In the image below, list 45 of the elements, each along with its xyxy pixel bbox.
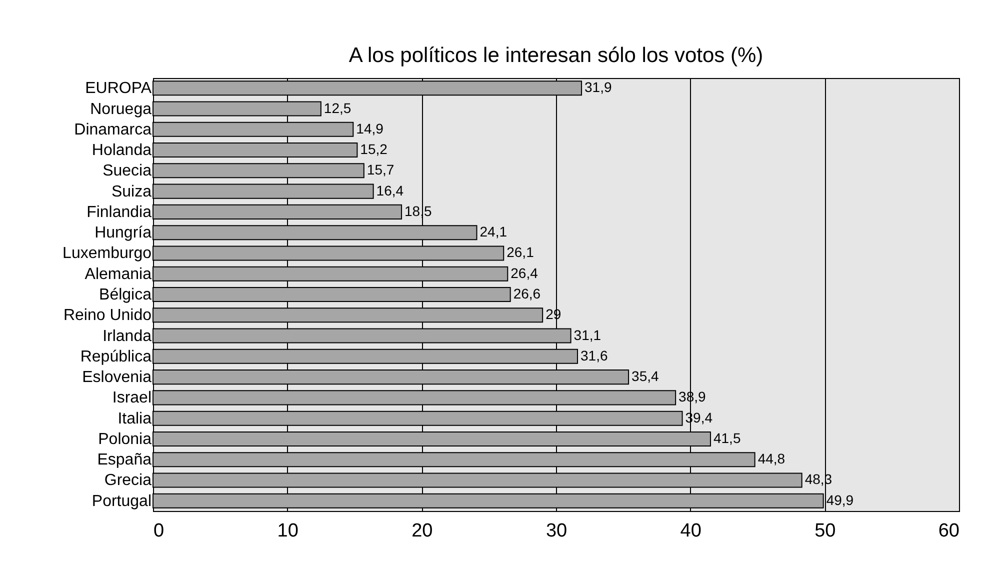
y-tick-label: Suiza bbox=[111, 183, 152, 200]
data-label: 24,1 bbox=[480, 224, 508, 240]
y-tick-label: Finlandia bbox=[86, 204, 152, 221]
y-tick-label: Polonia bbox=[98, 430, 152, 448]
y-tick-label: Israel bbox=[112, 390, 152, 407]
y-tick-label: Luxemburgo bbox=[62, 245, 152, 262]
x-tick-label: 10 bbox=[277, 520, 298, 542]
y-tick-label: Suecia bbox=[102, 162, 152, 180]
x-tick-label: 50 bbox=[814, 520, 836, 542]
y-tick-label: EUROPA bbox=[85, 80, 152, 98]
x-tick-label: 0 bbox=[154, 520, 164, 542]
y-tick-label: Eslovenia bbox=[82, 369, 152, 386]
data-label: 12,5 bbox=[324, 100, 352, 116]
x-tick-label: 20 bbox=[412, 520, 433, 542]
y-tick-label: Alemania bbox=[84, 266, 152, 283]
x-tick-label: 30 bbox=[546, 520, 568, 542]
data-label: 41,5 bbox=[713, 430, 741, 446]
chart-title: A los políticos le interesan sólo los votos (%) bbox=[348, 44, 764, 67]
data-label: 26,4 bbox=[510, 264, 538, 281]
y-tick-label: Italia bbox=[118, 410, 152, 428]
y-tick-label: Holanda bbox=[92, 142, 152, 160]
data-label: 31,9 bbox=[584, 79, 612, 96]
y-tick-label: España bbox=[97, 452, 152, 469]
data-label: 16,4 bbox=[376, 182, 404, 198]
data-label: 31,1 bbox=[574, 326, 602, 343]
y-tick-label: Bélgica bbox=[99, 286, 152, 304]
data-label: 44,8 bbox=[758, 450, 786, 467]
y-tick-label: Grecia bbox=[104, 472, 152, 490]
data-label: 14,9 bbox=[356, 120, 384, 136]
data-label: 26,6 bbox=[513, 286, 541, 302]
data-label: 35,4 bbox=[632, 368, 659, 384]
data-label: 31,6 bbox=[580, 347, 608, 364]
data-label: 15,2 bbox=[360, 141, 388, 158]
data-label: 26,1 bbox=[506, 244, 534, 260]
y-tick-label: Hungría bbox=[94, 224, 152, 242]
y-tick-label: Noruega bbox=[90, 100, 152, 118]
data-label: 15,7 bbox=[366, 162, 394, 178]
x-tick-label: 60 bbox=[938, 520, 960, 542]
y-tick-label: Dinamarca bbox=[74, 121, 152, 138]
y-tick-label: Portugal bbox=[92, 492, 152, 510]
data-label: 49,9 bbox=[826, 492, 854, 508]
x-tick-label: 40 bbox=[680, 520, 702, 542]
y-tick-label: Reino Unido bbox=[63, 307, 152, 324]
y-tick-label: República bbox=[80, 348, 152, 366]
y-tick-label: Irlanda bbox=[102, 328, 152, 345]
